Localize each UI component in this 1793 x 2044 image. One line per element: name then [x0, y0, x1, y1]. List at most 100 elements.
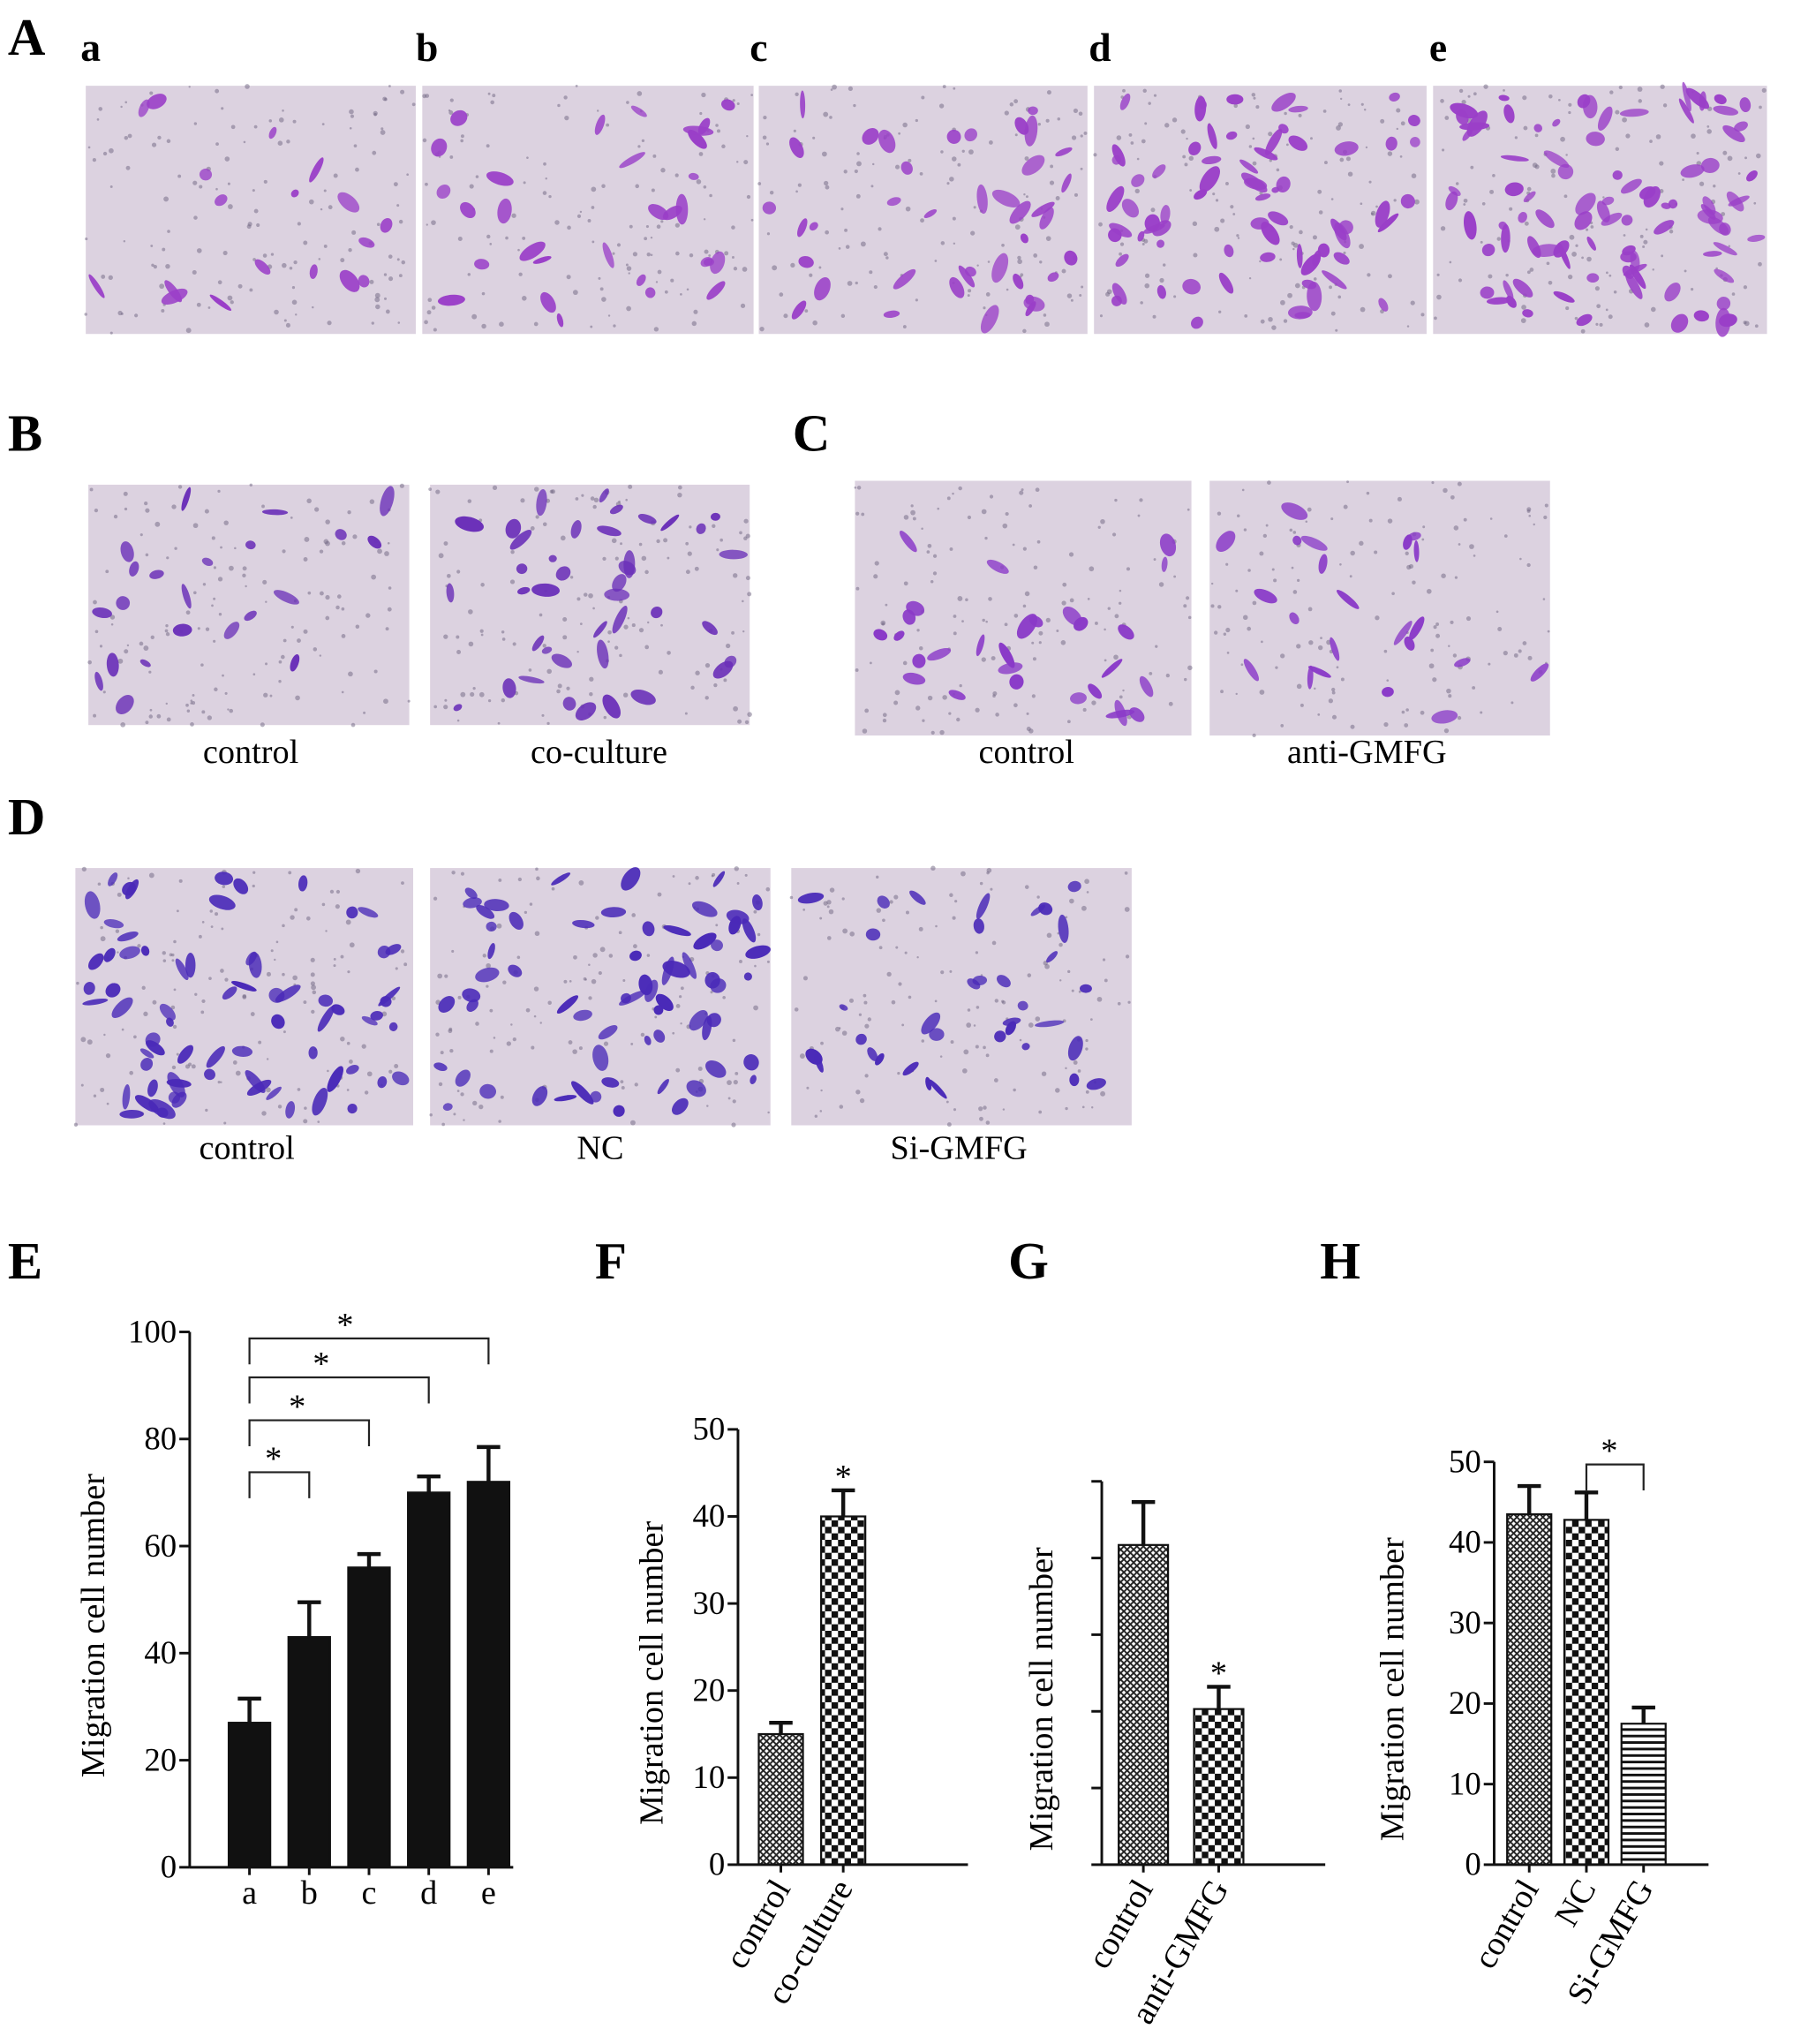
pore — [1523, 125, 1528, 131]
pore — [196, 302, 201, 307]
bar — [1620, 1723, 1667, 1867]
pore — [1187, 665, 1193, 671]
pore — [178, 879, 183, 883]
cell — [814, 1054, 824, 1073]
pore — [490, 100, 494, 105]
pore — [1165, 673, 1170, 678]
cell — [719, 549, 748, 560]
pore — [317, 1120, 320, 1123]
pore — [1503, 534, 1508, 538]
pore — [456, 719, 460, 722]
pore — [340, 1036, 345, 1042]
pore — [733, 573, 738, 578]
pore — [1682, 178, 1684, 181]
pore — [213, 639, 216, 643]
cell — [335, 529, 347, 540]
pore — [961, 149, 965, 153]
micrograph — [429, 866, 771, 1128]
pore — [1104, 978, 1108, 983]
cell — [167, 1072, 185, 1097]
pore — [499, 321, 504, 327]
pore — [566, 686, 570, 690]
pore — [1035, 487, 1040, 493]
pore — [290, 517, 293, 519]
cell — [1629, 264, 1646, 290]
pore — [658, 669, 663, 675]
pore — [314, 507, 320, 512]
pore — [433, 328, 437, 332]
pore — [746, 134, 749, 138]
pore — [204, 509, 209, 514]
pore — [1563, 194, 1568, 199]
cell — [630, 690, 656, 705]
pore — [428, 487, 433, 492]
pore — [819, 1110, 823, 1113]
pore — [626, 266, 632, 271]
pore — [492, 485, 498, 490]
pore — [839, 1027, 841, 1030]
pore — [335, 889, 341, 894]
pore — [333, 957, 336, 961]
cell — [613, 1105, 625, 1117]
pore — [769, 190, 774, 195]
cell — [672, 1097, 689, 1115]
pore — [364, 1090, 369, 1095]
cell — [1318, 554, 1328, 574]
pore — [127, 877, 130, 879]
pore — [185, 610, 191, 615]
pore — [202, 583, 207, 586]
cell — [516, 563, 528, 575]
micrograph — [789, 865, 1132, 1128]
pore — [406, 173, 409, 177]
pore — [535, 867, 539, 871]
cell — [1115, 253, 1129, 268]
pore — [303, 1000, 307, 1004]
micrograph — [87, 483, 411, 728]
pore — [672, 875, 675, 878]
pore — [99, 645, 103, 648]
pore — [329, 889, 335, 894]
pore — [961, 871, 966, 877]
pore — [1336, 666, 1339, 669]
pore — [223, 520, 229, 525]
pore — [732, 1038, 736, 1043]
pore — [277, 1105, 283, 1109]
pore — [487, 92, 491, 95]
cell — [1058, 914, 1069, 943]
cell — [696, 523, 706, 534]
pore — [675, 1004, 681, 1008]
pore — [1113, 654, 1119, 660]
cell — [1722, 124, 1745, 143]
pore — [686, 288, 689, 291]
pore — [1422, 525, 1426, 529]
cell — [597, 525, 622, 537]
cell — [88, 274, 105, 298]
pore — [270, 253, 275, 256]
pore — [234, 547, 237, 550]
pore — [864, 708, 870, 713]
pore — [220, 1081, 222, 1083]
cell — [675, 193, 689, 225]
pore — [1045, 617, 1051, 623]
pore — [1568, 110, 1571, 115]
pore — [1038, 1110, 1043, 1114]
pore — [373, 112, 377, 117]
pore — [921, 95, 925, 100]
cell — [893, 268, 916, 290]
error-bar — [1574, 1490, 1599, 1520]
pore — [862, 728, 868, 734]
pore — [1609, 90, 1614, 94]
pore — [1001, 243, 1005, 247]
pore — [576, 597, 581, 601]
pore — [590, 325, 593, 328]
pore — [265, 662, 268, 666]
cell — [140, 946, 150, 956]
pore — [743, 160, 749, 165]
cell — [1106, 185, 1125, 213]
cell — [181, 486, 192, 511]
pore — [1292, 590, 1298, 594]
pore — [1411, 173, 1417, 178]
pore — [1193, 253, 1198, 258]
pore — [601, 184, 606, 188]
cell — [1719, 223, 1731, 236]
